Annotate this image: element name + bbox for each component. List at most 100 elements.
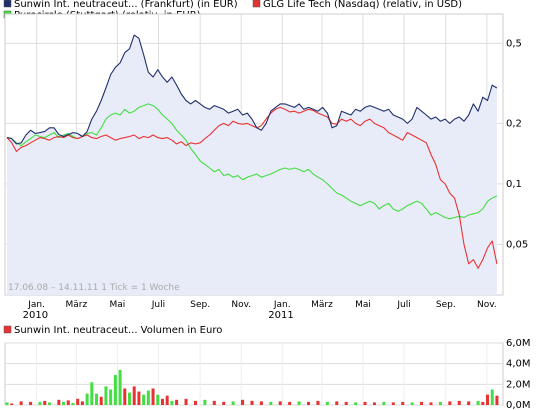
volume-bar-6 [47, 402, 51, 405]
volume-chart-legend: Sunwin Int. neutraceut... Volumen in Eur… [3, 325, 222, 336]
volume-bar-12 [80, 401, 84, 405]
series-line-2 [6, 103, 498, 220]
volume-bar-10 [71, 402, 75, 405]
volume-bar-63 [467, 401, 471, 405]
volume-bar-13 [85, 393, 89, 405]
volume-bar-61 [448, 401, 452, 405]
volume-bar-28 [156, 394, 160, 405]
volume-bar-68 [495, 395, 499, 405]
volume-bar-0 [5, 402, 9, 405]
volume-bar-60 [438, 401, 442, 405]
volume-bar-39 [241, 399, 245, 405]
x-tick-label-5: Nov. [231, 300, 251, 310]
volume-bar-15 [95, 393, 99, 405]
volume-bar-8 [62, 401, 66, 405]
volume-bar-56 [401, 401, 405, 405]
legend-swatch-0 [3, 0, 12, 8]
volume-bar-50 [344, 401, 348, 405]
volume-bar-65 [481, 401, 485, 405]
x-tick-label-11: Nov. [477, 300, 497, 310]
volume-tick-label-2: 2,0M [506, 379, 531, 390]
volume-bar-44 [288, 401, 292, 405]
volume-bar-67 [490, 389, 494, 405]
legend-label-0: Sunwin Int. neutraceut... (Frankfurt) (i… [14, 0, 238, 10]
volume-bar-57 [410, 402, 414, 405]
volume-plot-background [4, 342, 504, 406]
volume-bar-45 [297, 401, 301, 405]
volume-bar-42 [269, 401, 273, 405]
volume-bar-9 [66, 400, 70, 405]
x-tick-label-1: März [65, 300, 87, 310]
legend-label-1: GLG Life Tech (Nasdaq) (relativ, in USD) [263, 0, 462, 10]
volume-bar-22 [128, 392, 131, 405]
volume-bar-55 [391, 402, 395, 405]
x-tick-label-3: Juli [151, 300, 165, 310]
volume-bar-58 [420, 401, 424, 405]
volume-bar-54 [382, 401, 386, 405]
volume-bar-47 [316, 400, 320, 405]
volume-bar-25 [142, 394, 146, 405]
volume-bar-14 [90, 382, 94, 405]
volume-bar-32 [175, 399, 179, 405]
volume-bar-34 [193, 400, 197, 405]
volume-tick-label-3: 0,0M [506, 400, 531, 410]
volume-bar-4 [38, 401, 42, 405]
volume-bar-36 [212, 400, 216, 405]
volume-legend-label-0: Sunwin Int. neutraceut... Volumen in Eur… [14, 325, 222, 336]
y-tick-label-3: 0,05 [506, 239, 528, 250]
volume-bar-16 [99, 396, 103, 405]
series-line-0 [6, 34, 498, 145]
volume-bar-51 [354, 402, 358, 405]
volume-bar-30 [165, 395, 169, 405]
volume-bar-33 [184, 398, 188, 405]
volume-bar-59 [429, 402, 433, 405]
volume-bar-53 [372, 402, 376, 405]
volume-bar-64 [476, 400, 480, 405]
x-tick-label-0: Jan. [27, 300, 45, 310]
x-tick-label-2: Mai [109, 300, 125, 310]
volume-bar-41 [259, 401, 263, 405]
volume-bar-27 [151, 388, 155, 405]
y-tick-label-2: 0,1 [506, 179, 522, 190]
volume-bar-37 [222, 401, 226, 405]
volume-bar-23 [132, 386, 136, 405]
volume-bar-3 [29, 401, 33, 405]
x-tick-label-8: Mai [355, 300, 371, 310]
volume-legend-swatch-0 [3, 325, 12, 334]
x-tick-label-6: Jan. [273, 300, 291, 310]
volume-bar-35 [203, 399, 207, 405]
date-range-label: 17.06.08 – 14.11.11 1 Tick = 1 Woche [8, 283, 180, 293]
y-tick-label-1: 0,2 [506, 118, 522, 129]
volume-bar-40 [250, 400, 254, 405]
volume-tick-label-1: 4,0M [506, 359, 531, 370]
volume-bar-66 [486, 394, 490, 405]
volume-bar-17 [104, 386, 108, 405]
volume-bar-5 [43, 400, 47, 405]
volume-bar-20 [118, 369, 122, 405]
volume-bar-1 [10, 403, 14, 405]
volume-bar-46 [307, 401, 311, 405]
volume-bar-11 [76, 398, 80, 405]
volume-bar-19 [113, 375, 117, 405]
volume-bar-52 [363, 401, 367, 405]
volume-bar-2 [19, 401, 23, 405]
x-tick-label-9: Juli [396, 300, 410, 310]
volume-bar-18 [109, 389, 113, 405]
x-tick-year-6: 2011 [268, 310, 293, 321]
volume-bar-62 [457, 400, 461, 405]
volume-tick-label-0: 6,0M [506, 338, 531, 349]
legend-swatch-1 [252, 0, 261, 8]
volume-bar-43 [278, 401, 282, 405]
series-area-0 [7, 35, 497, 295]
x-tick-label-7: März [311, 300, 333, 310]
volume-bar-7 [57, 399, 61, 405]
x-tick-year-0: 2010 [23, 310, 48, 321]
volume-bar-38 [231, 401, 235, 405]
volume-bar-48 [325, 401, 329, 405]
x-tick-label-4: Sep. [190, 300, 210, 310]
volume-bar-21 [123, 388, 127, 405]
y-tick-label-0: 0,5 [506, 38, 522, 49]
volume-bar-49 [335, 401, 339, 405]
